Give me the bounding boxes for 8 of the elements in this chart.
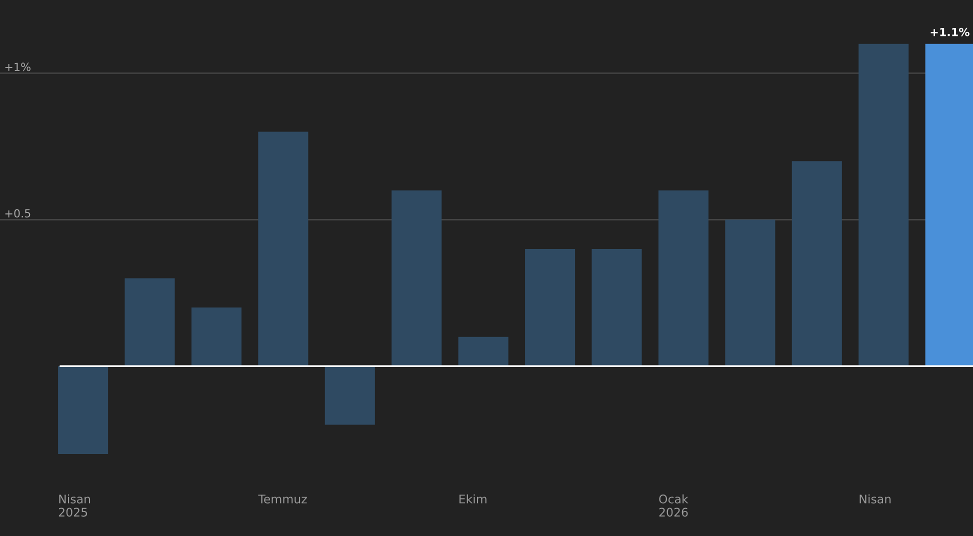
data-label: +1.1% — [930, 28, 970, 36]
x-tick-label: Nisan 2025 — [58, 494, 90, 517]
x-tick-label: Ekim — [459, 494, 486, 504]
x-tick-label: Ocak 2026 — [659, 494, 688, 517]
y-tick-label: +1% — [5, 62, 30, 72]
x-tick-label: Temmuz — [258, 494, 307, 504]
x-tick-label: Nisan — [860, 494, 891, 504]
y-tick-label: +0.5 — [5, 209, 30, 218]
